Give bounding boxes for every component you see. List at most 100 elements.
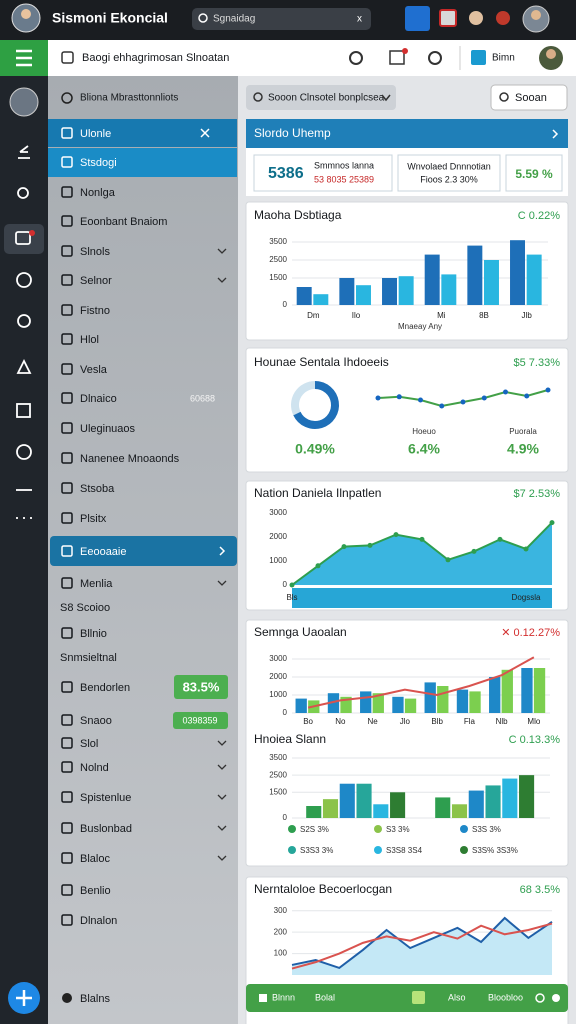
expand-chevron[interactable]	[217, 277, 227, 283]
bar	[484, 260, 499, 305]
menu-icon	[61, 914, 73, 926]
line	[307, 656, 535, 709]
expand-chevron[interactable]	[217, 855, 227, 861]
app-icon[interactable]	[405, 6, 430, 31]
filter-select[interactable]	[246, 85, 396, 110]
stat-box	[253, 154, 393, 192]
bar	[485, 785, 501, 818]
bar-item[interactable]: Bolal	[315, 992, 335, 1002]
sidebar-footer[interactable]: Blalns	[80, 993, 110, 1005]
menu-label[interactable]: Nanenee Mnoaonds	[80, 453, 180, 465]
expand-chevron[interactable]	[217, 580, 227, 586]
point	[460, 399, 466, 405]
annotation-value: 6.4%	[408, 441, 440, 457]
menu-label[interactable]: Ulonle	[80, 128, 111, 140]
rail-icon[interactable]	[16, 358, 32, 374]
menu-label[interactable]: Benlio	[80, 885, 111, 897]
rail-icon[interactable]	[17, 314, 31, 328]
menu-label[interactable]: Snaoo	[80, 715, 112, 727]
point	[341, 544, 347, 550]
point	[419, 536, 425, 542]
expand-chevron[interactable]	[217, 825, 227, 831]
menu-label[interactable]: Vesla	[80, 364, 108, 376]
y-tick-label: 1000	[269, 690, 287, 699]
menu-label[interactable]: Hlol	[80, 334, 99, 346]
menu-label[interactable]: Plsitx	[80, 513, 107, 525]
bar-icon	[259, 994, 267, 1002]
user-menu-icon[interactable]	[471, 50, 486, 65]
rail-avatar[interactable]	[9, 87, 39, 117]
bar	[510, 240, 526, 305]
menu-label[interactable]: Nonlga	[80, 187, 116, 199]
legend-swatch	[288, 846, 296, 854]
stat-box	[505, 154, 563, 192]
bar-icon[interactable]	[535, 993, 545, 1003]
expand-chevron[interactable]	[217, 248, 227, 254]
summary-header[interactable]	[246, 119, 568, 148]
close-icon[interactable]: x	[357, 14, 362, 25]
menu-item-open[interactable]	[48, 119, 237, 147]
x-tick-label: Bo	[303, 717, 313, 726]
menu-label[interactable]: Blaloc	[80, 853, 110, 865]
rail-icon[interactable]	[18, 145, 30, 159]
x-tick-label: Bls	[286, 593, 297, 602]
menu-item-active[interactable]	[50, 536, 237, 566]
toolbar-icon[interactable]	[428, 51, 442, 65]
menu-label[interactable]: Dlnalon	[80, 915, 117, 927]
bar	[468, 790, 484, 818]
menu-label[interactable]: Spistenlue	[80, 792, 131, 804]
stat-label: Wnvolaed Dnnnotian	[407, 161, 491, 171]
menu-label[interactable]: Fistno	[80, 305, 110, 317]
app-icon[interactable]	[496, 11, 510, 25]
rail-icon[interactable]	[17, 187, 29, 199]
bar	[356, 285, 371, 305]
menu-label[interactable]: Selnor	[80, 275, 112, 287]
bar	[502, 778, 518, 818]
menu-label[interactable]: S8 Scoioo	[60, 602, 110, 614]
menu-label[interactable]: Buslonbad	[80, 823, 132, 835]
menu-label[interactable]: Menlia	[80, 578, 113, 590]
bar	[322, 799, 339, 818]
toolbar-icon[interactable]	[349, 51, 363, 65]
x-tick-label: 8B	[479, 311, 489, 320]
bar-item[interactable]: Bloobloo	[488, 992, 523, 1002]
rail-icon[interactable]	[16, 403, 31, 418]
menu-label[interactable]: Dlnaico	[80, 393, 117, 405]
bar	[398, 276, 414, 305]
rail-icon[interactable]	[16, 444, 32, 460]
menu-label[interactable]: Eeooaaie	[80, 546, 127, 558]
app-icon[interactable]	[439, 9, 457, 27]
user-name[interactable]: Bimn	[492, 53, 515, 64]
close-icon[interactable]	[200, 128, 210, 138]
bar	[339, 783, 355, 818]
donut-caption: 0.49%	[295, 441, 335, 457]
bar-item[interactable]: Blnnn	[272, 992, 295, 1002]
menu-label[interactable]: Stsoba	[80, 483, 115, 495]
menu-label[interactable]: Slnols	[80, 246, 110, 258]
expand-chevron[interactable]	[217, 740, 227, 746]
menu-label[interactable]: Uleginuaos	[80, 423, 136, 435]
expand-chevron[interactable]	[217, 794, 227, 800]
menu-label[interactable]: Eoonbant Bnaiom	[80, 216, 167, 228]
filter-button[interactable]	[490, 84, 568, 111]
menu-label[interactable]: Slol	[80, 738, 98, 750]
menu-icon	[61, 761, 73, 773]
menu-icon	[61, 422, 73, 434]
y-tick-label: 1500	[269, 273, 287, 282]
search-box[interactable]	[192, 8, 371, 30]
menu-item-selected[interactable]	[48, 148, 237, 177]
expand-chevron[interactable]	[217, 764, 227, 770]
rail-icon[interactable]	[16, 272, 32, 288]
toolbar-icon[interactable]	[389, 50, 405, 65]
point	[497, 536, 503, 542]
menu-label[interactable]: Stsdogi	[80, 157, 117, 169]
menu-label[interactable]: Bendorlen	[80, 682, 130, 694]
rail-selected[interactable]	[4, 224, 44, 254]
menu-label[interactable]: Snmsieltnal	[60, 652, 117, 664]
bar-item[interactable]: Also	[448, 992, 466, 1002]
menu-label[interactable]: Nolnd	[80, 762, 109, 774]
y-tick-label: 0	[283, 580, 288, 589]
app-icon[interactable]	[469, 11, 483, 25]
bar-icon[interactable]	[552, 994, 560, 1002]
menu-label[interactable]: Bllnio	[80, 628, 107, 640]
